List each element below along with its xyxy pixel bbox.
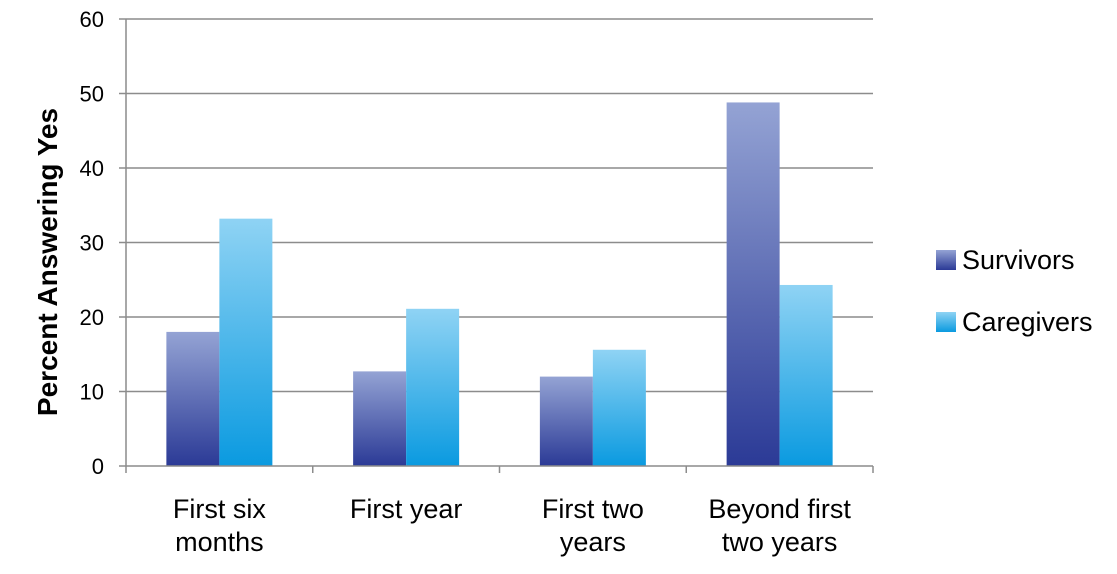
bar-survivors: [353, 371, 407, 466]
axes: [125, 19, 874, 473]
y-tick-label: 40: [80, 156, 104, 181]
bar-survivors: [166, 331, 220, 466]
bar-caregivers: [219, 218, 273, 466]
legend-swatch-survivors: [936, 250, 956, 270]
bar-caregivers: [592, 349, 646, 466]
y-tick-label: 50: [80, 82, 104, 107]
bars: [166, 102, 833, 466]
legend-label-survivors: Survivors: [962, 245, 1075, 275]
legend-swatch-caregivers: [936, 312, 956, 332]
bar-caregivers: [779, 284, 833, 466]
x-category-label: First year: [350, 494, 463, 524]
x-category-label: First six months: [173, 494, 266, 557]
y-tick-label: 30: [80, 231, 104, 256]
legend: Survivors Caregivers: [936, 245, 1093, 337]
y-axis-title: Percent Answering Yes: [32, 108, 63, 416]
bar-caregivers: [406, 308, 460, 466]
legend-label-caregivers: Caregivers: [962, 307, 1093, 337]
y-tick-label: 10: [80, 380, 104, 405]
x-category-label: Beyond first two years: [708, 494, 851, 557]
y-tick-label: 0: [92, 454, 104, 479]
y-tick-label: 20: [80, 305, 104, 330]
bar-survivors: [539, 376, 593, 466]
y-tick-label: 60: [80, 7, 104, 32]
axis-labels: 0 10 20 30 40 50 60 First six months First year Fi…: [80, 7, 852, 557]
bar-survivors: [726, 102, 780, 466]
x-category-label: First two years: [542, 494, 644, 557]
